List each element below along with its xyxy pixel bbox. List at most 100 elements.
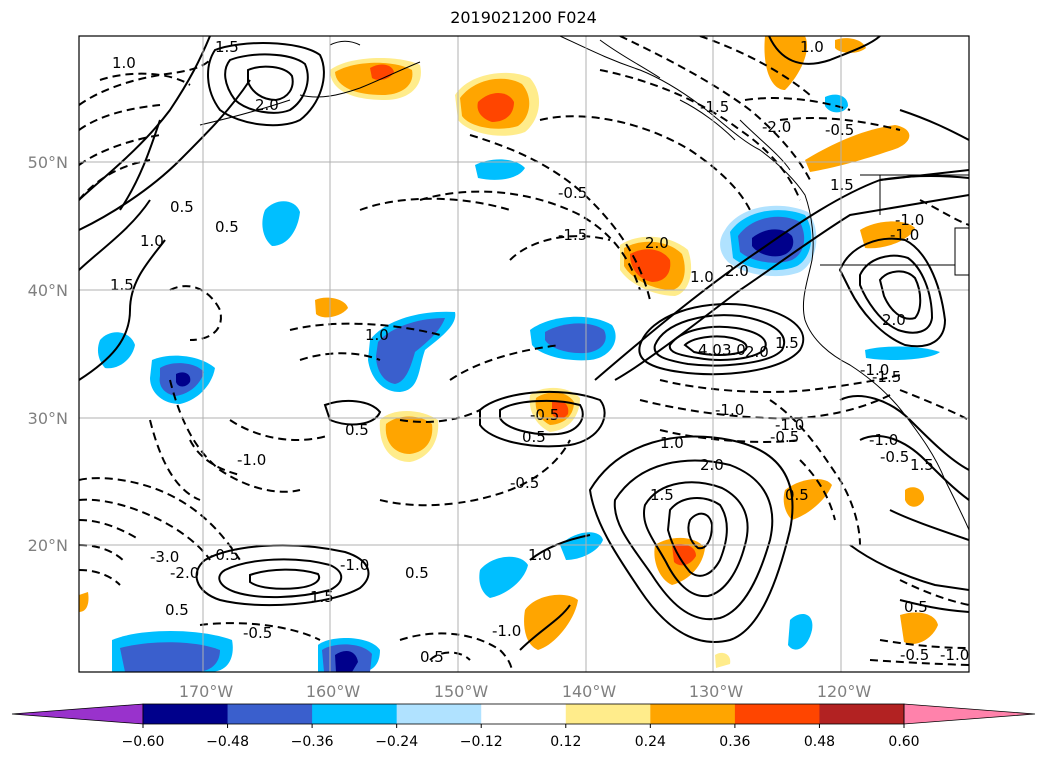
contour-label: 4.0	[698, 341, 722, 359]
latitude-labels: 50°N 40°N 30°N 20°N	[28, 153, 68, 555]
contour-label: -0.5	[510, 474, 539, 492]
contour-label: 1.5	[215, 38, 239, 56]
contour-label: -2.0	[762, 118, 791, 136]
contour-label: 0.5	[785, 486, 809, 504]
positive-anomaly-shading	[79, 36, 938, 668]
contour-label: -1.5	[558, 226, 587, 244]
colorbar-swatch	[734, 704, 820, 724]
colorbar-tick-label: −0.60	[122, 734, 165, 750]
contour-label: 0.5	[420, 648, 444, 666]
colorbar-tick-label: 0.24	[635, 734, 666, 750]
contour-label: 0.5	[405, 564, 429, 582]
contour-label: 1.5	[650, 486, 674, 504]
graticule	[79, 36, 969, 672]
contour-label: -0.5	[825, 121, 854, 139]
contour-label: -1.0	[340, 556, 369, 574]
contour-labels: 1.5 2.0 1.0 0.5 0.5 1.0 1.5 0.5 -1.5 -0.…	[110, 38, 969, 666]
contour-label: -0.5	[880, 448, 909, 466]
contour-label: -1.0	[860, 361, 889, 379]
contour-label: 1.5	[310, 588, 334, 606]
contour-label: 1.5	[110, 276, 134, 294]
colorbar-tick-label: −0.36	[291, 734, 334, 750]
colorbar-tick-label: 0.48	[804, 734, 835, 750]
map-title: 2019021200 F024	[450, 8, 597, 27]
colorbar-swatch	[481, 704, 567, 724]
colorbar-tick-label: 0.60	[888, 734, 919, 750]
lon-label: 140°W	[562, 682, 617, 701]
lon-label: 150°W	[434, 682, 489, 701]
contour-label: 1.0	[660, 434, 684, 452]
contour-label: 2.0	[700, 456, 724, 474]
lon-label: 170°W	[179, 682, 234, 701]
colorbar-frame	[142, 703, 905, 725]
contour-label: 2.0	[882, 311, 906, 329]
contour-label: 0.5	[345, 421, 369, 439]
contour-label: 1.0	[140, 232, 164, 250]
contour-label: -3.0	[150, 548, 179, 566]
lat-label: 20°N	[28, 536, 68, 555]
longitude-labels: 170°W 160°W 150°W 140°W 130°W 120°W	[179, 682, 872, 701]
contour-label: 2.0	[745, 343, 769, 361]
colorbar-tick-label: −0.48	[206, 734, 249, 750]
colorbar-tick-label: 0.12	[550, 734, 581, 750]
contour-label: -1.5	[872, 368, 901, 386]
contour-label: 1.0	[800, 38, 824, 56]
map-contents: 1.5 2.0 1.0 0.5 0.5 1.0 1.5 0.5 -1.5 -0.…	[79, 36, 969, 672]
colorbar-tick-label: −0.24	[375, 734, 418, 750]
colorbar-tick-label: 0.36	[719, 734, 750, 750]
contour-label: 2.0	[725, 262, 749, 280]
coastlines	[199, 36, 969, 531]
contour-label: -0.5	[770, 428, 799, 446]
colorbar-swatch	[312, 704, 398, 724]
colorbar-extend-high	[903, 703, 1036, 725]
contour-label: -1.5	[700, 98, 729, 116]
contour-label: -1.0	[715, 401, 744, 419]
contour-label: 0.5	[165, 601, 189, 619]
colorbar-swatch	[650, 704, 736, 724]
lat-label: 50°N	[28, 153, 68, 172]
contour-label: -2.0	[170, 564, 199, 582]
contour-label: 1.5	[830, 176, 854, 194]
colorbar-tick-label: −0.12	[460, 734, 503, 750]
contour-label: 2.0	[255, 96, 279, 114]
colorbar-swatch	[396, 704, 482, 724]
lon-label: 120°W	[817, 682, 872, 701]
lon-label: 160°W	[306, 682, 361, 701]
contour-label: 2.0	[645, 234, 669, 252]
contour-label: -1.0	[775, 416, 804, 434]
contour-label: 1.0	[112, 54, 136, 72]
contour-label: 0.5	[522, 428, 546, 446]
colorbar-swatch	[227, 704, 313, 724]
contour-label: -1.0	[895, 211, 924, 229]
contour-label: -1.0	[940, 646, 969, 664]
contour-label: 1.5	[910, 456, 934, 474]
contour-label: 1.0	[528, 546, 552, 564]
contour-label: -0.5	[210, 546, 239, 564]
negative-anomaly-shading	[97, 94, 940, 672]
contour-label: -1.0	[890, 226, 919, 244]
contour-label: -0.5	[530, 406, 559, 424]
contour-label: 0.5	[904, 598, 928, 616]
contour-label: -1.0	[869, 431, 898, 449]
contour-label: 0.5	[215, 218, 239, 236]
lat-label: 30°N	[28, 409, 68, 428]
colorbar: −0.60 −0.48 −0.36 −0.24 −0.12 0.12 0.24 0.36 0.4…	[11, 703, 1036, 750]
contour-label: 1.0	[690, 268, 714, 286]
colorbar-swatch	[565, 704, 651, 724]
contour-label: -0.5	[243, 624, 272, 642]
contour-label: 0.5	[170, 198, 194, 216]
contour-label: -1.0	[237, 451, 266, 469]
map-frame	[78, 35, 970, 673]
contour-label: 3.0	[722, 341, 746, 359]
lat-label: 40°N	[28, 281, 68, 300]
contour-label: 1.0	[365, 326, 389, 344]
contour-label: -0.5	[558, 184, 587, 202]
lon-label: 130°W	[689, 682, 744, 701]
contour-label: -0.5	[900, 646, 929, 664]
colorbar-extend-low	[11, 703, 144, 725]
colorbar-swatch	[819, 704, 905, 724]
contour-label: -1.0	[492, 622, 521, 640]
contour-label: 1.5	[775, 334, 799, 352]
colorbar-swatch	[143, 704, 229, 724]
